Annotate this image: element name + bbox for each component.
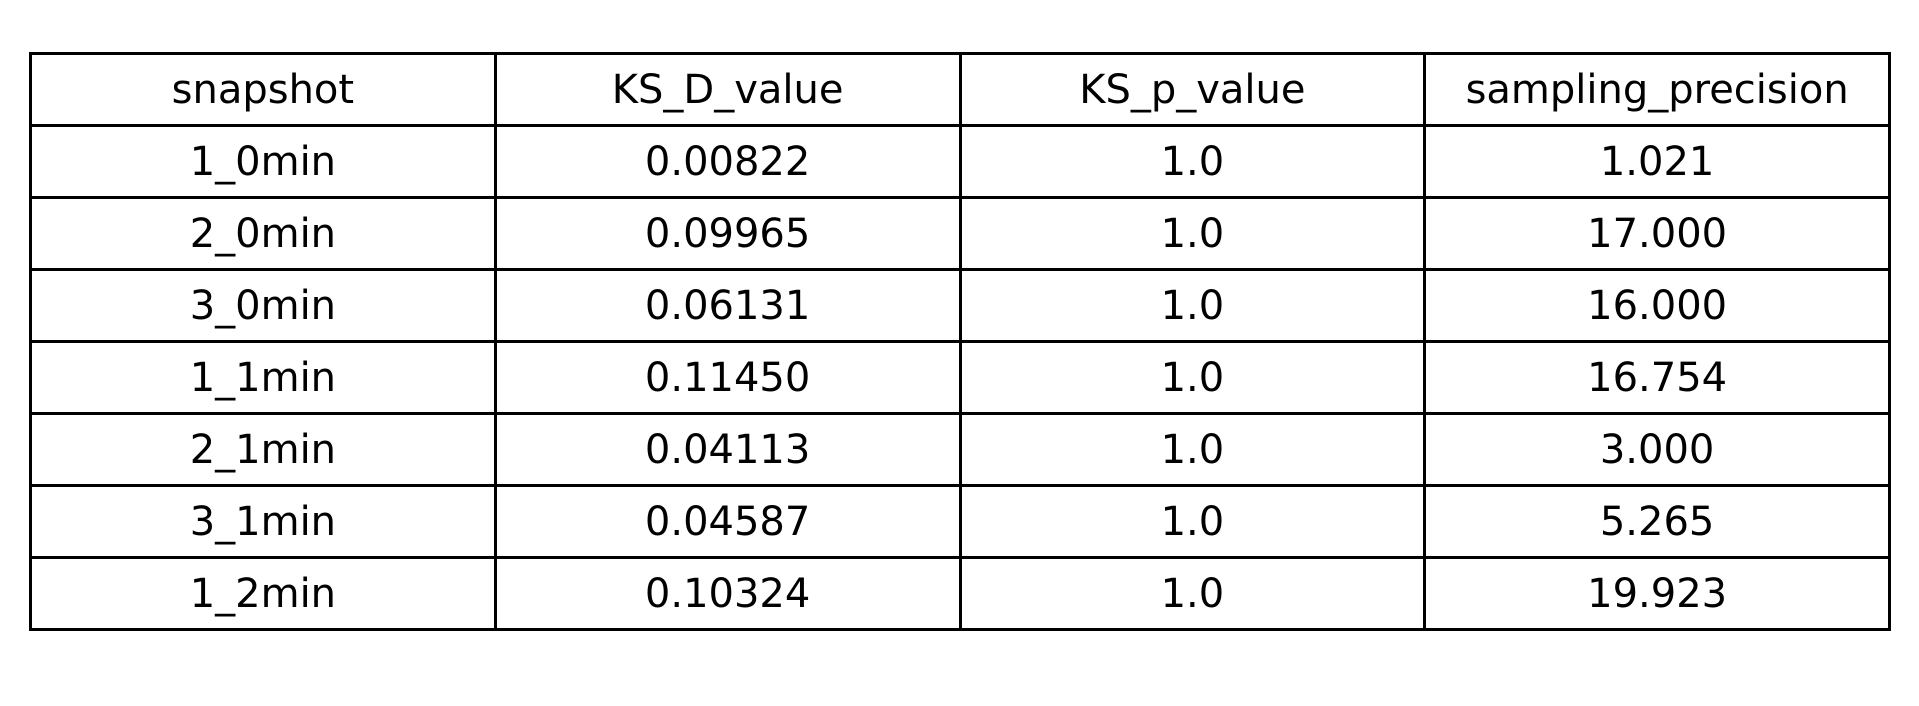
table-cell: 19.923 — [1423, 556, 1891, 631]
table-cell: 0.04587 — [493, 484, 962, 559]
table-cell: 1.0 — [958, 124, 1427, 199]
table-cell: 1_0min — [29, 124, 497, 199]
table-cell: 1.021 — [1423, 124, 1891, 199]
table-cell: 0.11450 — [493, 340, 962, 415]
table-cell: 0.00822 — [493, 124, 962, 199]
table-cell: 1_1min — [29, 340, 497, 415]
table-cell: 16.000 — [1423, 268, 1891, 343]
table-header-row: snapshot KS_D_value KS_p_value sampling_… — [29, 52, 1891, 127]
table-cell: 0.09965 — [493, 196, 962, 271]
table-row: 1_1min 0.11450 1.0 16.754 — [29, 340, 1891, 415]
column-header: sampling_precision — [1423, 52, 1891, 127]
table-cell: 0.04113 — [493, 412, 962, 487]
table-cell: 17.000 — [1423, 196, 1891, 271]
column-header: snapshot — [29, 52, 497, 127]
data-table: snapshot KS_D_value KS_p_value sampling_… — [29, 52, 1891, 631]
table-cell: 1.0 — [958, 556, 1427, 631]
table-cell: 2_0min — [29, 196, 497, 271]
table-row: 1_2min 0.10324 1.0 19.923 — [29, 556, 1891, 631]
column-header: KS_D_value — [493, 52, 962, 127]
table-cell: 1.0 — [958, 268, 1427, 343]
table-cell: 3_1min — [29, 484, 497, 559]
table-cell: 16.754 — [1423, 340, 1891, 415]
table-row: 2_1min 0.04113 1.0 3.000 — [29, 412, 1891, 487]
table-row: 3_1min 0.04587 1.0 5.265 — [29, 484, 1891, 559]
table-container: snapshot KS_D_value KS_p_value sampling_… — [29, 52, 1891, 631]
table-cell: 1.0 — [958, 340, 1427, 415]
table-row: 3_0min 0.06131 1.0 16.000 — [29, 268, 1891, 343]
table-row: 1_0min 0.00822 1.0 1.021 — [29, 124, 1891, 199]
column-header: KS_p_value — [958, 52, 1427, 127]
table-cell: 1.0 — [958, 196, 1427, 271]
table-cell: 3.000 — [1423, 412, 1891, 487]
table-cell: 1_2min — [29, 556, 497, 631]
table-cell: 3_0min — [29, 268, 497, 343]
table-cell: 5.265 — [1423, 484, 1891, 559]
table-cell: 0.06131 — [493, 268, 962, 343]
table-cell: 2_1min — [29, 412, 497, 487]
table-cell: 0.10324 — [493, 556, 962, 631]
table-cell: 1.0 — [958, 412, 1427, 487]
table-row: 2_0min 0.09965 1.0 17.000 — [29, 196, 1891, 271]
table-cell: 1.0 — [958, 484, 1427, 559]
